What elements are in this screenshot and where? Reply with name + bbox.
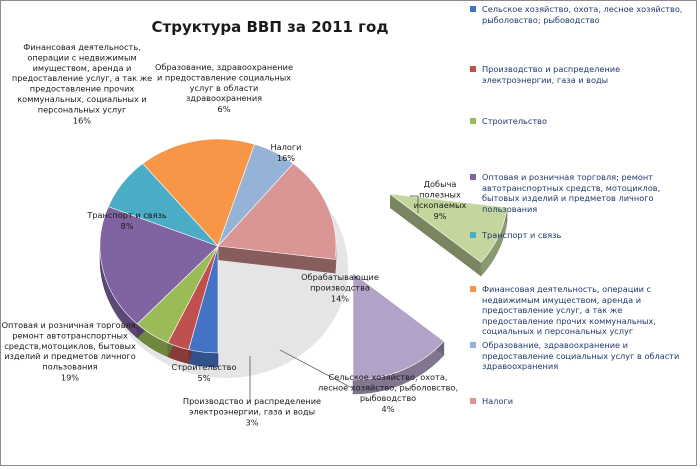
legend-item-2: Производство и распределение электроэнер… <box>470 64 695 85</box>
slice-label-9: Добыча полезных ископаемых 9% <box>414 179 467 221</box>
slice-label-10: Обрабатывающие производства 14% <box>301 272 379 303</box>
slice-percent-6: 16% <box>73 115 91 125</box>
slice-label-4: Оптовая и розничная торговля; ремонт авто… <box>2 320 139 383</box>
slice-percent-8: 16% <box>277 153 295 163</box>
slice-percent-7: 6% <box>218 104 231 114</box>
legend-swatch-7 <box>470 342 476 348</box>
slice-percent-1: 4% <box>382 404 395 414</box>
legend-item-8: Налоги <box>470 396 695 407</box>
slice-label-1: Сельское хозяйство, охота, лесное хозяйст… <box>318 372 458 414</box>
legend-item-1: Сельское хозяйство, охота, лесное хозяйс… <box>470 4 695 25</box>
slice-label-7: Образование, здравоохранение и предоставл… <box>155 62 293 114</box>
chart-title: Структура ВВП за 2011 год <box>151 18 389 36</box>
slice-label-6: Финансовая деятельность, операции с недви… <box>12 42 152 125</box>
slice-label-2: Производство и распределение электроэнерг… <box>183 396 321 427</box>
legend-label-3: Строительство <box>482 116 547 126</box>
slice-percent-2: 3% <box>246 417 259 427</box>
legend-swatch-8 <box>470 398 476 404</box>
legend-label-5: Транспорт и связь <box>482 230 562 240</box>
pie-top-layer <box>99 138 508 381</box>
slice-label-8: Налоги 16% <box>270 142 301 163</box>
legend-swatch-4 <box>470 174 476 180</box>
legend-swatch-1 <box>470 6 476 12</box>
slice-percent-9: 9% <box>434 211 447 221</box>
slice-percent-5: 8% <box>121 221 134 231</box>
legend-item-6: Финансовая деятельность, операции с недв… <box>470 284 695 337</box>
legend-label-7: Образование, здравоохранение и предостав… <box>482 340 680 372</box>
legend-item-7: Образование, здравоохранение и предостав… <box>470 340 695 372</box>
slice-label-5: Транспорт и связь 8% <box>86 210 167 231</box>
legend-label-2: Производство и распределение электроэнер… <box>482 64 621 85</box>
pie-slice-10 <box>352 272 445 381</box>
legend-label-4: Оптовая и розничная торговля; ремонт авт… <box>482 172 661 214</box>
leader-line-1 <box>279 349 353 389</box>
legend-label-6: Финансовая деятельность, операции с недв… <box>482 284 656 337</box>
legend-label-1: Сельское хозяйство, охота, лесное хозяйс… <box>482 4 683 25</box>
slice-percent-10: 14% <box>331 293 349 303</box>
legend-swatch-5 <box>470 232 476 238</box>
pie-slice-9 <box>388 193 508 263</box>
legend-item-3: Строительство <box>470 116 695 127</box>
pie-wall-8-2 <box>218 246 336 274</box>
legend-label-8: Налоги <box>482 396 514 406</box>
pie-wall-9-2 <box>390 194 481 277</box>
pie-slice-4 <box>99 206 219 325</box>
slice-label-3: Строительство 5% <box>172 362 237 383</box>
legend-swatch-2 <box>470 66 476 72</box>
legend-item-4: Оптовая и розничная торговля; ремонт авт… <box>470 172 695 214</box>
legend-item-5: Транспорт и связь <box>470 230 695 241</box>
legend: Сельское хозяйство, охота, лесное хозяйс… <box>470 4 695 424</box>
leader-line-9 <box>410 195 419 213</box>
pie-slice-8 <box>217 163 337 260</box>
legend-swatch-6 <box>470 286 476 292</box>
slice-percent-4: 19% <box>61 373 79 383</box>
pie-slice-6 <box>142 138 255 247</box>
legend-swatch-3 <box>470 118 476 124</box>
slice-percent-3: 5% <box>198 373 211 383</box>
